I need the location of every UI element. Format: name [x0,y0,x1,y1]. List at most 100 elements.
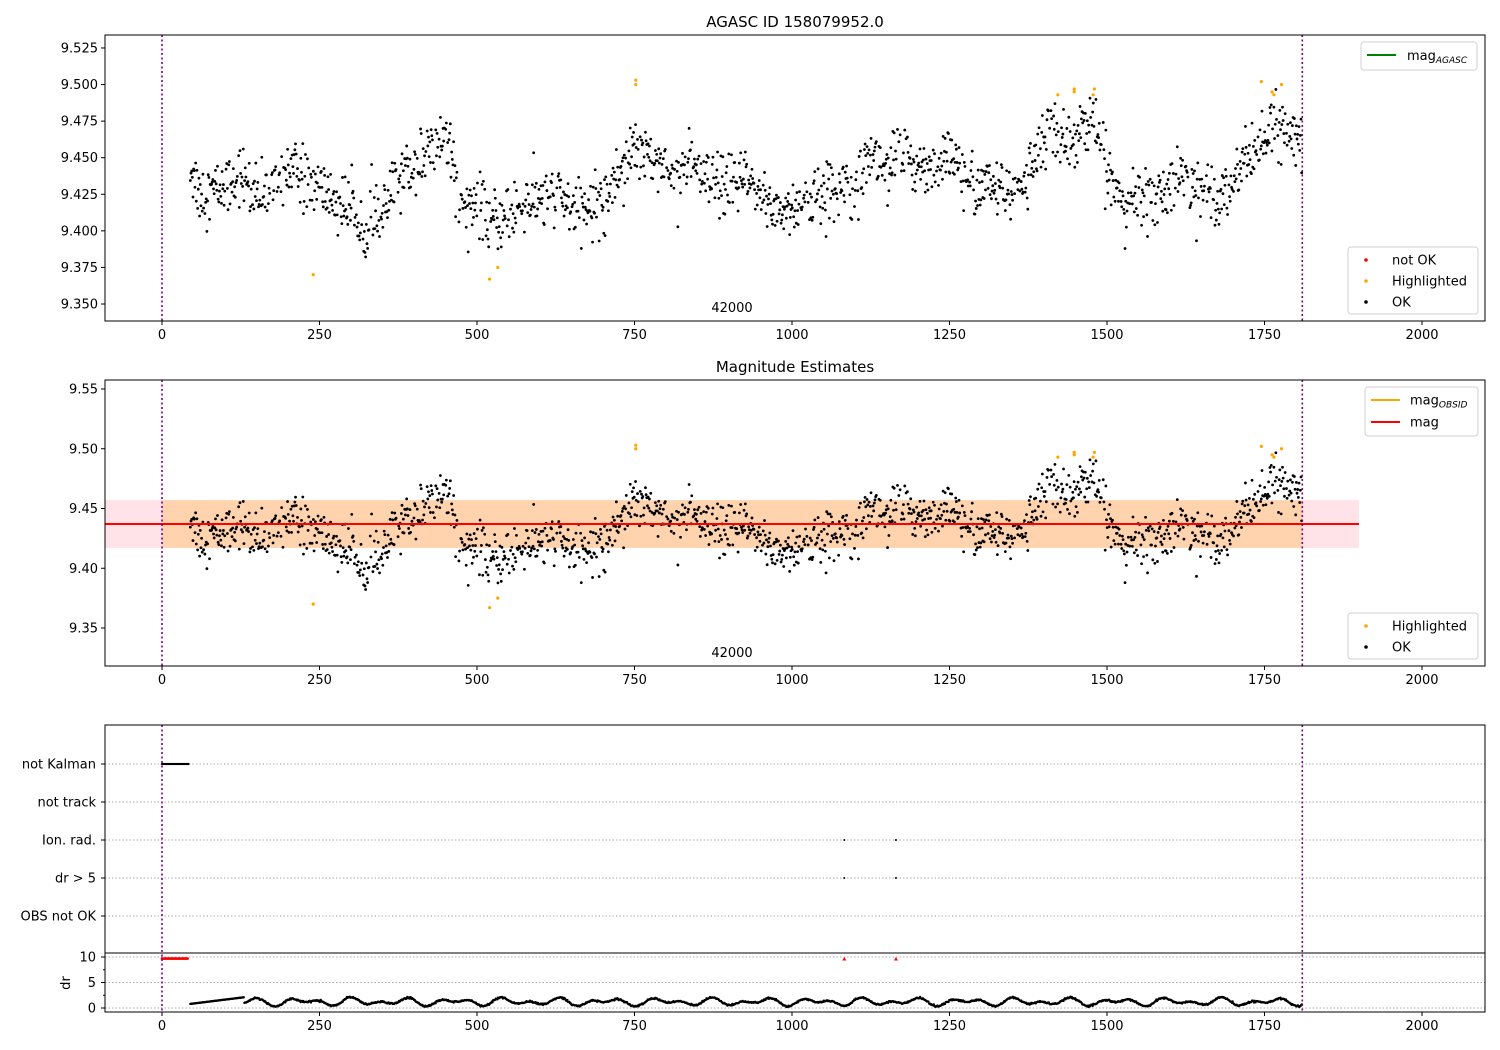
ok-point [237,154,241,158]
highlighted-point [311,273,315,277]
ok-point [1253,138,1257,142]
ok-point [642,506,646,510]
ok-point [431,492,434,496]
ok-point [350,163,354,167]
ok-point [1096,133,1100,136]
ok-point [1293,487,1297,491]
ok-point [386,216,389,220]
highlighted-point [1056,93,1060,97]
ok-point [683,506,687,510]
ok-point [1068,485,1072,489]
ok-point [499,245,503,249]
highlighted-point [1259,444,1263,448]
ok-point [289,507,293,511]
ok-point [896,483,899,487]
ok-point [537,188,541,191]
ok-point [579,186,583,190]
ok-point [767,540,770,544]
ok-point [453,164,457,168]
ok-point [501,568,504,572]
ok-point [1016,188,1020,192]
ok-point [494,209,498,212]
legend-subscript: AGASC [1435,56,1468,66]
ok-point [585,222,588,226]
ok-point [823,208,827,212]
ok-point [339,555,343,559]
ok-point [710,512,714,516]
highlighted-point [1072,450,1076,454]
ok-point [761,529,765,533]
ok-point [730,179,734,183]
ok-point [1269,463,1273,467]
ok-point [929,159,933,162]
ok-point [1152,184,1156,188]
flag-point [894,877,897,879]
ok-point [457,220,461,224]
ok-point [569,210,573,214]
dr-point [242,996,245,999]
ok-point [1296,132,1300,136]
ok-point [478,170,482,174]
ok-point [909,162,913,166]
ok-point [830,534,834,538]
ok-point [892,486,896,490]
ok-point [581,205,585,209]
ok-point [415,157,419,160]
ok-point [285,183,289,187]
ok-point [507,235,511,239]
ok-point [775,537,778,541]
ok-point [338,195,342,199]
ok-point [650,511,654,514]
ok-point [354,553,358,557]
ok-point [860,531,864,535]
ok-point [530,529,534,533]
ok-point [1276,489,1280,492]
ok-point [779,221,783,225]
x-tick-label: 1750 [1248,328,1281,343]
ok-point [954,147,958,151]
ok-point [560,539,563,543]
ok-point [885,504,889,508]
ok-point [1167,519,1171,523]
ok-point [213,179,217,183]
ok-point [222,529,225,532]
ok-point [550,527,553,531]
ok-point [1215,544,1219,548]
ok-point [526,211,530,215]
ok-point [770,218,774,222]
ok-point [1107,178,1111,182]
ok-point [470,223,474,227]
ok-point [655,152,659,156]
ok-point [1296,495,1300,499]
ok-point [813,170,817,174]
ok-point [1246,151,1250,155]
ok-point [306,508,309,511]
ok-point [608,538,612,542]
ok-point [473,208,477,212]
ok-point [722,182,726,186]
ok-point [1243,504,1247,508]
ok-point [685,175,689,179]
ok-point [1194,194,1198,197]
ok-point [655,159,659,163]
ok-point [752,528,756,531]
ok-point [543,526,547,530]
ok-point [756,530,760,534]
ok-point [1031,160,1034,164]
ok-point [476,181,479,185]
ok-point [644,493,648,497]
ok-point [1055,121,1059,125]
ok-point [1058,510,1062,514]
ok-point [423,505,426,509]
ok-point [756,184,760,188]
ok-point [817,533,821,537]
ok-point [923,517,927,521]
ok-point [1265,143,1269,147]
ok-point [427,490,430,494]
ok-point [765,563,769,567]
ok-point [752,181,756,185]
ok-point [699,511,703,515]
ok-point [594,187,598,190]
ok-point [1101,478,1105,482]
ok-point [812,528,815,531]
